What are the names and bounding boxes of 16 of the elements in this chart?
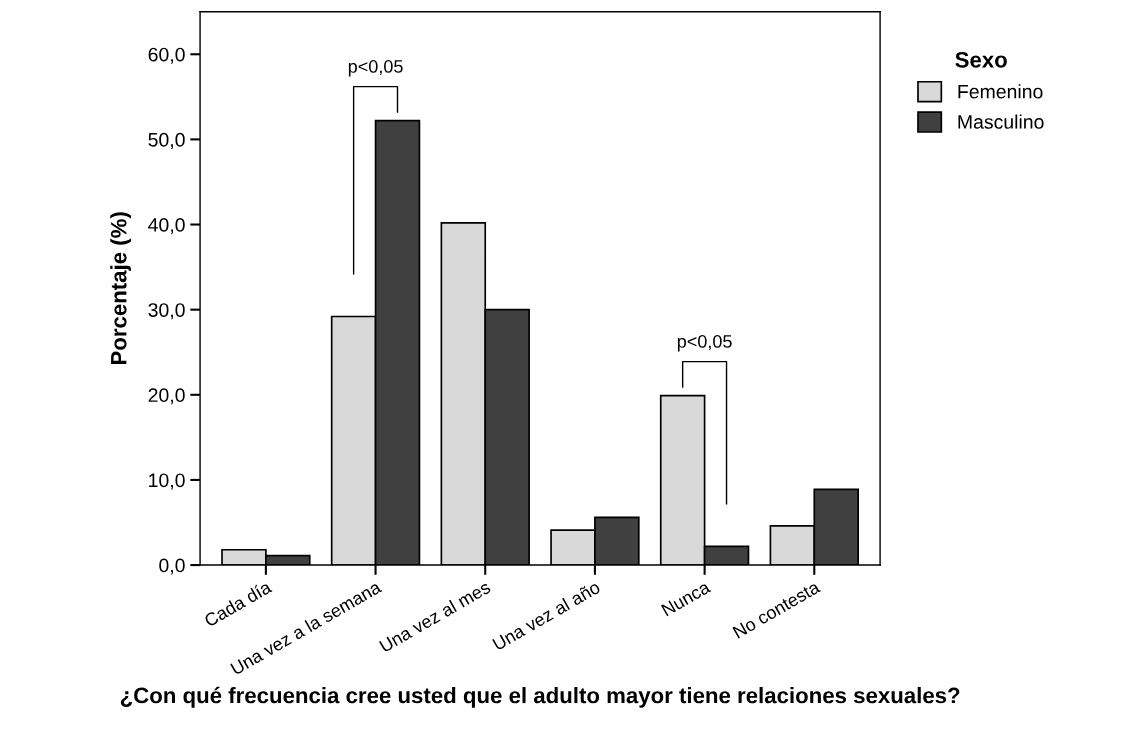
legend-label: Masculino bbox=[958, 114, 1044, 129]
y-axis-title: Porcentaje (%) bbox=[110, 212, 131, 365]
annotation: p<0,05 bbox=[677, 335, 732, 352]
y-tick-label: 10,0 bbox=[149, 473, 185, 490]
y-tick-label: 40,0 bbox=[148, 218, 185, 235]
x-tick-label: Cada día bbox=[203, 579, 273, 628]
legend-label: Femenino bbox=[958, 84, 1043, 99]
x-axis-title: ¿Con qué frecuencia cree usted que el adulto mayor tiene relaciones sexuales? bbox=[120, 686, 960, 708]
y-tick-label: 0,0 bbox=[159, 558, 185, 575]
legend-title: Sexo bbox=[955, 51, 1007, 68]
y-tick-label: 50,0 bbox=[148, 132, 185, 149]
y-tick-label: 20,0 bbox=[148, 388, 185, 405]
annotation: p<0,05 bbox=[348, 60, 403, 77]
x-tick-label: Una vez al año bbox=[491, 580, 601, 651]
y-tick-label: 30,0 bbox=[148, 303, 185, 320]
y-tick-label: 60,0 bbox=[148, 47, 185, 64]
